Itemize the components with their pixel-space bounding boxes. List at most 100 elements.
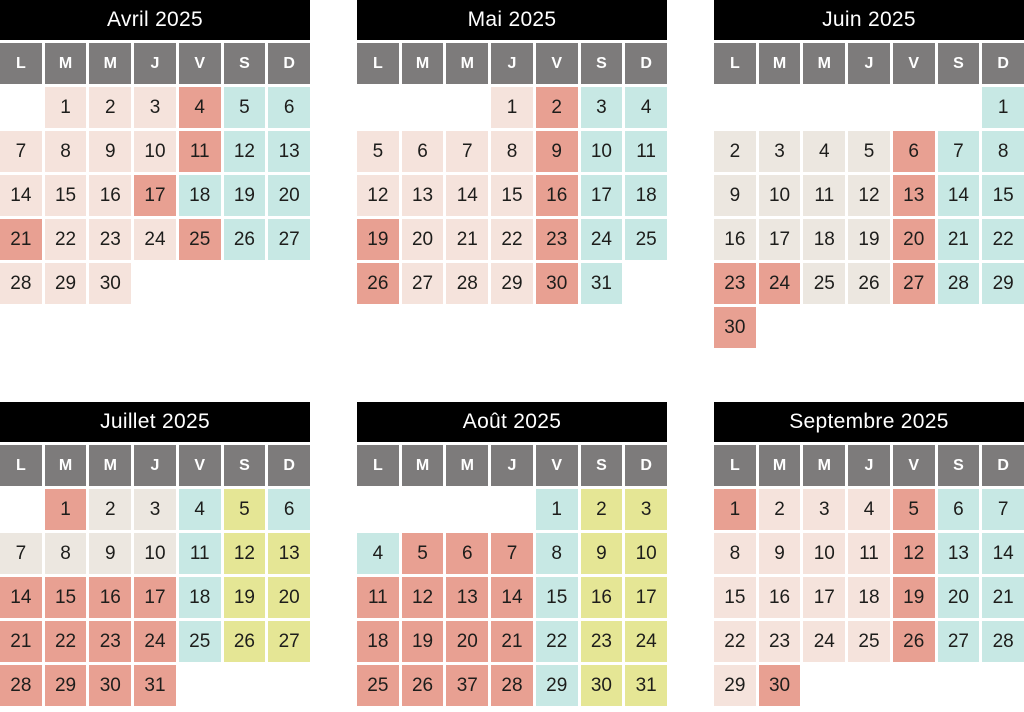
- calendar-row-top: Avril 2025 L M M J V S D 1 2 3 4 5 6 7 8 9 10 11 12 13 14 15 16…: [0, 0, 1024, 348]
- day-cell: 19: [223, 577, 266, 618]
- day-cell: 28: [0, 263, 42, 304]
- month-septembre-2025: Septembre 2025 L M M J V S D 1 2 3 4 5 6 7 8 9 10 11 12 13 14…: [714, 402, 1024, 706]
- empty-cell: [446, 87, 488, 128]
- empty-cell: [893, 87, 935, 128]
- day-cell: 16: [580, 577, 623, 618]
- day-cell: 31: [625, 665, 667, 706]
- day-cell: 18: [848, 577, 890, 618]
- day-cell: 27: [937, 621, 980, 662]
- day-cell: 6: [446, 533, 489, 574]
- weekday-header: J: [848, 445, 890, 486]
- day-cell: 25: [803, 263, 846, 304]
- day-cell: 16: [535, 175, 578, 216]
- day-cell: 19: [401, 621, 444, 662]
- month-grid: L M M J V S D 1 2 3 4 5 6 7 8 9 10 11 12 13 14 15 16 17 18 19 20 21…: [714, 445, 1024, 706]
- day-cell: 12: [892, 533, 935, 574]
- empty-cell: [893, 665, 935, 706]
- empty-cell: [803, 87, 845, 128]
- day-cell: 19: [223, 175, 266, 216]
- day-cell: 17: [758, 219, 801, 260]
- weekday-header: V: [178, 43, 221, 84]
- day-cell: 22: [491, 219, 533, 260]
- weekday-header: V: [892, 43, 935, 84]
- empty-cell: [982, 307, 1024, 348]
- day-cell: 14: [446, 175, 489, 216]
- day-cell: 8: [491, 131, 533, 172]
- day-cell: 6: [937, 489, 980, 530]
- day-cell: 15: [491, 175, 533, 216]
- empty-cell: [714, 87, 756, 128]
- day-cell: 17: [803, 577, 846, 618]
- day-cell: 8: [714, 533, 756, 574]
- weekday-header: M: [758, 43, 801, 84]
- day-cell: 1: [535, 489, 578, 530]
- day-cell: 27: [268, 219, 310, 260]
- month-title: Septembre 2025: [714, 402, 1024, 442]
- day-cell: 7: [491, 533, 533, 574]
- weekday-header: M: [446, 445, 489, 486]
- day-cell: 10: [803, 533, 846, 574]
- weekday-header: M: [803, 445, 846, 486]
- day-cell: 10: [625, 533, 667, 574]
- weekday-header: M: [446, 43, 489, 84]
- day-cell: 2: [758, 489, 801, 530]
- day-cell: 5: [848, 131, 890, 172]
- month-grid: L M M J V S D 1 2 3 4 5 6 7 8 9 10 11 12 13 14 15 16 17 18 19 20 21…: [714, 43, 1024, 348]
- day-cell: 18: [178, 175, 221, 216]
- day-cell: 27: [892, 263, 935, 304]
- day-cell: 15: [982, 175, 1024, 216]
- day-cell: 9: [89, 533, 132, 574]
- day-cell: 29: [714, 665, 756, 706]
- day-cell: 9: [580, 533, 623, 574]
- day-cell: 30: [535, 263, 578, 304]
- weekday-header: J: [134, 43, 176, 84]
- empty-cell: [0, 87, 42, 128]
- empty-cell: [759, 87, 801, 128]
- day-cell: 31: [134, 665, 176, 706]
- day-cell: 9: [89, 131, 132, 172]
- day-cell: 25: [848, 621, 890, 662]
- day-cell: 24: [803, 621, 846, 662]
- day-cell: 29: [44, 263, 87, 304]
- day-cell: 11: [848, 533, 890, 574]
- day-cell: 5: [892, 489, 935, 530]
- day-cell: 25: [625, 219, 667, 260]
- day-cell: 7: [937, 131, 980, 172]
- weekday-header: M: [401, 445, 444, 486]
- day-cell: 30: [89, 263, 132, 304]
- day-cell: 16: [89, 175, 132, 216]
- day-cell: 21: [491, 621, 533, 662]
- empty-cell: [625, 263, 667, 304]
- day-cell: 28: [446, 263, 489, 304]
- empty-cell: [134, 263, 176, 304]
- weekday-header: D: [625, 445, 667, 486]
- day-cell: 16: [89, 577, 132, 618]
- day-cell: 26: [223, 219, 266, 260]
- month-juillet-2025: Juillet 2025 L M M J V S D 1 2 3 4 5 6 7 8 9 10 11 12 13 14 15…: [0, 402, 310, 706]
- day-cell: 17: [625, 577, 667, 618]
- day-cell: 7: [446, 131, 489, 172]
- weekday-header: L: [0, 445, 42, 486]
- day-cell: 12: [401, 577, 444, 618]
- day-cell: 21: [937, 219, 980, 260]
- month-grid: L M M J V S D 1 2 3 4 5 6 7 8 9 10 11 12 13 14 15 16 17 18 19 20 21…: [0, 445, 310, 706]
- weekday-header: D: [982, 445, 1024, 486]
- day-cell: 17: [134, 175, 176, 216]
- day-cell: 8: [982, 131, 1024, 172]
- day-cell: 6: [401, 131, 444, 172]
- day-cell: 12: [223, 131, 266, 172]
- day-cell: 10: [134, 533, 176, 574]
- day-cell: 26: [848, 263, 890, 304]
- day-cell: 24: [758, 263, 801, 304]
- day-cell: 12: [357, 175, 399, 216]
- day-cell: 18: [625, 175, 667, 216]
- day-cell: 14: [0, 175, 42, 216]
- month-mai-2025: Mai 2025 L M M J V S D 1 2 3 4 5 6 7 8 9 10 11 12 13 14 15 16 17…: [357, 0, 667, 348]
- day-cell: 1: [714, 489, 756, 530]
- day-cell: 16: [758, 577, 801, 618]
- weekday-header: S: [937, 43, 980, 84]
- month-title: Juillet 2025: [0, 402, 310, 442]
- day-cell: 21: [0, 621, 42, 662]
- day-cell: 9: [758, 533, 801, 574]
- day-cell: 2: [580, 489, 623, 530]
